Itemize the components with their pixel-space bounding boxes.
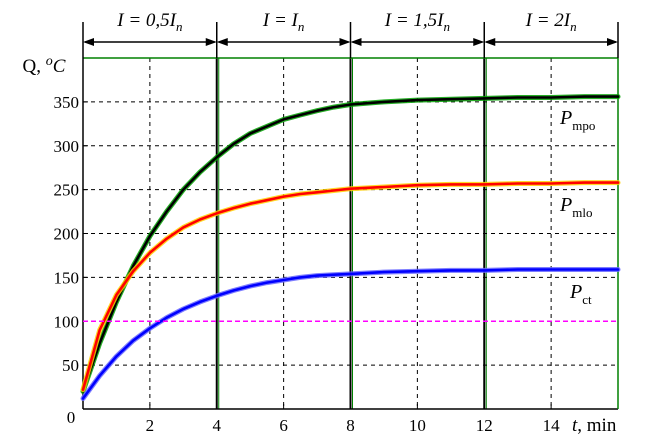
series-line <box>81 95 620 393</box>
x-tick-label: 6 <box>279 416 288 435</box>
band-arrowhead-right <box>473 38 485 46</box>
band-arrowhead-left <box>350 38 362 46</box>
y-axis-title: Q, oC <box>23 54 66 77</box>
band-arrowhead-right <box>205 38 217 46</box>
band-arrowhead-left <box>216 38 228 46</box>
y-tick-label: 100 <box>54 312 80 331</box>
y-tick-label: 350 <box>54 93 80 112</box>
band-label: I = 0,5In <box>116 10 182 34</box>
series-label: Pmpo <box>559 107 595 133</box>
x-tick-label: 8 <box>346 416 355 435</box>
band-arrowhead-right <box>339 38 351 46</box>
origin-label: 0 <box>67 408 76 427</box>
x-tick-label: 12 <box>476 416 493 435</box>
x-tick-label: 10 <box>409 416 426 435</box>
y-tick-label: 250 <box>54 181 80 200</box>
band-arrowhead-left <box>83 38 94 46</box>
band-arrowhead-right <box>607 38 618 46</box>
band-label: I = 2In <box>525 10 577 34</box>
x-tick-label: 14 <box>543 416 561 435</box>
x-tick-label: 4 <box>213 416 222 435</box>
series-label: Pmlo <box>559 194 592 220</box>
y-tick-label: 200 <box>54 225 80 244</box>
y-tick-label: 50 <box>62 356 79 375</box>
series-line <box>81 268 620 400</box>
band-label: I = 1,5In <box>384 10 450 34</box>
series-label: Pct <box>569 281 592 307</box>
x-tick-label: 2 <box>146 416 155 435</box>
series-line <box>81 181 620 392</box>
x-axis-title: t, min <box>572 415 617 436</box>
band-arrowhead-left <box>484 38 496 46</box>
y-tick-label: 150 <box>54 268 80 287</box>
band-label: I = In <box>262 10 304 34</box>
y-tick-label: 300 <box>54 137 80 156</box>
